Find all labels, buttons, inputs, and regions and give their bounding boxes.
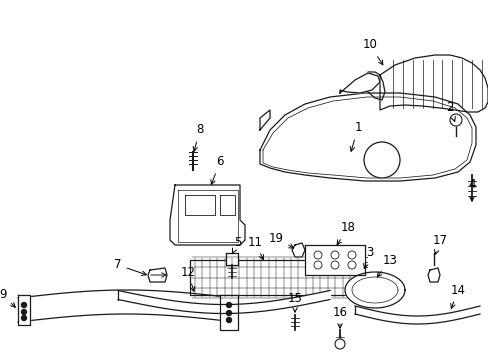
Circle shape	[313, 261, 321, 269]
Polygon shape	[220, 295, 238, 330]
Circle shape	[226, 318, 231, 323]
Polygon shape	[260, 110, 269, 130]
FancyBboxPatch shape	[190, 260, 354, 295]
Text: 14: 14	[449, 284, 465, 309]
Polygon shape	[170, 185, 244, 245]
Polygon shape	[339, 73, 379, 93]
Polygon shape	[225, 253, 238, 265]
Text: 1: 1	[349, 121, 361, 151]
Circle shape	[226, 310, 231, 315]
Text: 17: 17	[431, 234, 447, 254]
Polygon shape	[379, 55, 487, 112]
Text: 4: 4	[468, 179, 475, 201]
Text: 7: 7	[114, 258, 146, 275]
Text: 11: 11	[247, 235, 263, 260]
Text: 19: 19	[268, 231, 293, 248]
Circle shape	[347, 261, 355, 269]
Text: 15: 15	[287, 292, 302, 312]
Text: 12: 12	[180, 265, 195, 291]
Text: 18: 18	[336, 221, 355, 245]
Polygon shape	[18, 295, 30, 325]
Circle shape	[313, 251, 321, 259]
Circle shape	[21, 315, 26, 320]
Polygon shape	[305, 245, 364, 275]
Circle shape	[334, 339, 345, 349]
Text: 13: 13	[377, 253, 397, 277]
Polygon shape	[427, 268, 439, 282]
Polygon shape	[291, 243, 305, 257]
Text: 6: 6	[210, 156, 224, 184]
Text: 8: 8	[193, 123, 203, 151]
Circle shape	[449, 114, 461, 126]
Text: 10: 10	[362, 39, 382, 65]
Polygon shape	[364, 72, 384, 100]
Circle shape	[330, 251, 338, 259]
Text: 2: 2	[446, 102, 454, 121]
Circle shape	[330, 261, 338, 269]
Text: 3: 3	[363, 246, 373, 268]
Text: 16: 16	[332, 306, 347, 328]
Circle shape	[226, 302, 231, 307]
Text: 5: 5	[232, 235, 241, 254]
Circle shape	[21, 310, 26, 315]
Polygon shape	[148, 268, 167, 282]
Circle shape	[21, 302, 26, 307]
Circle shape	[347, 251, 355, 259]
Circle shape	[363, 142, 399, 178]
Text: 9: 9	[0, 288, 15, 307]
Polygon shape	[345, 272, 404, 308]
